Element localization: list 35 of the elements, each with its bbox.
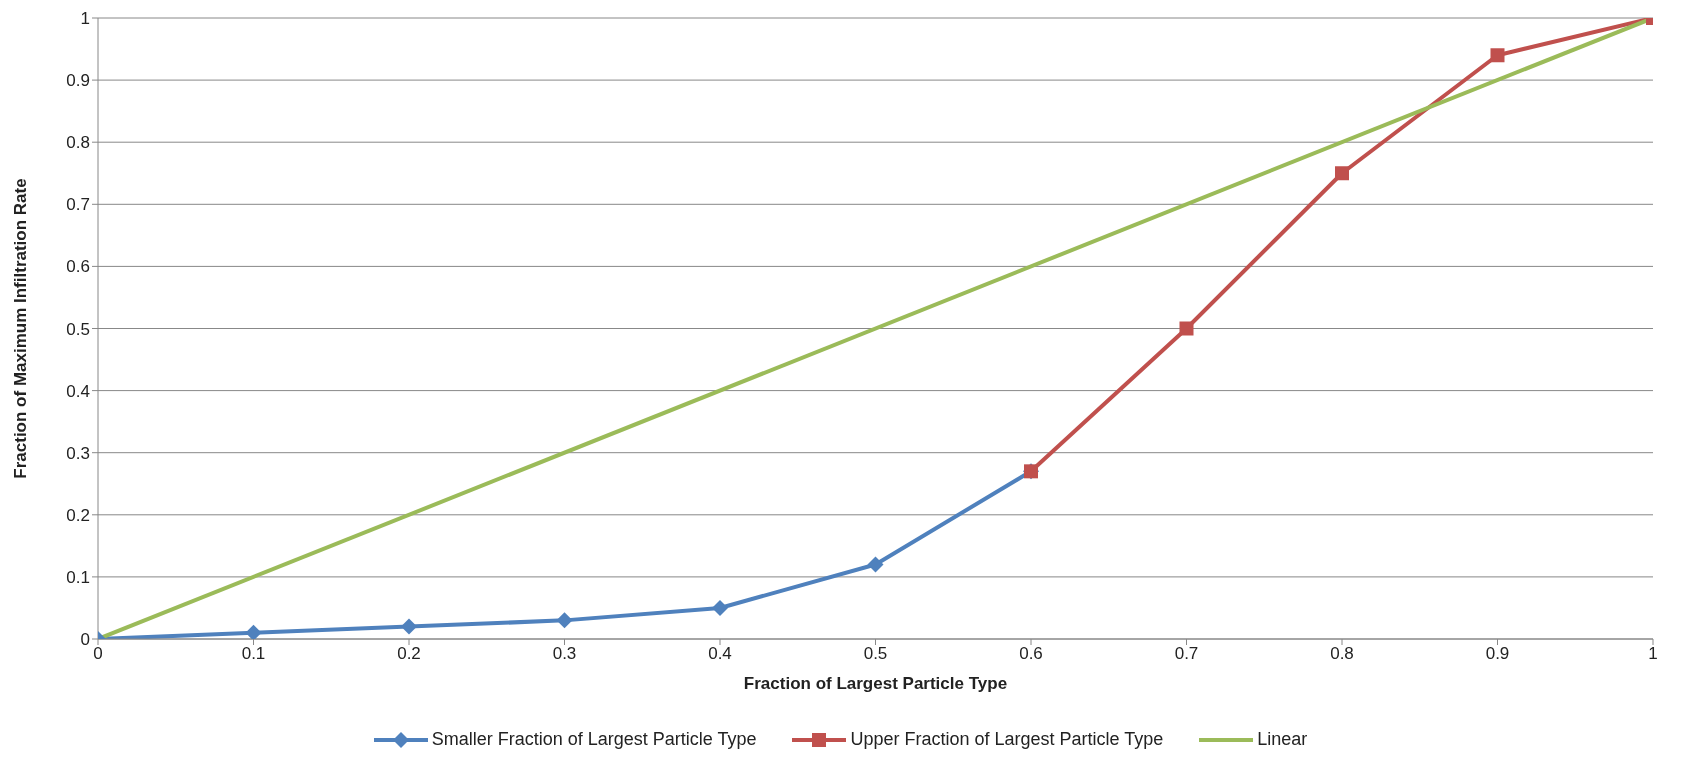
y-tick-label: 0 bbox=[80, 630, 90, 650]
point bbox=[712, 599, 728, 616]
x-tick-label: 0.3 bbox=[552, 644, 577, 664]
x-tick-label: 0.4 bbox=[708, 644, 732, 664]
x-tick-label: 0.1 bbox=[241, 644, 266, 664]
y-tick-label: 0.3 bbox=[66, 443, 90, 463]
y-tick-label: 0.8 bbox=[66, 133, 90, 153]
x-tick-label: 0.7 bbox=[1174, 644, 1199, 664]
y-tick-label: 0.7 bbox=[66, 195, 90, 215]
legend-label: Upper Fraction of Largest Particle Type bbox=[850, 729, 1164, 750]
point bbox=[245, 624, 262, 639]
point bbox=[1335, 166, 1349, 181]
x-tick-label: 0.8 bbox=[1330, 644, 1354, 664]
x-tick-label: 1 bbox=[1648, 644, 1658, 664]
point bbox=[556, 612, 573, 629]
y-tick-label: 0.9 bbox=[66, 71, 90, 91]
point bbox=[401, 618, 417, 635]
y-tick-label: 0.4 bbox=[66, 381, 90, 401]
x-tick-label: 0.5 bbox=[863, 644, 888, 664]
legend-label: Smaller Fraction of Largest Particle Type bbox=[431, 729, 757, 750]
x-tick-label: 0.9 bbox=[1485, 644, 1510, 664]
point bbox=[1179, 321, 1194, 336]
x-axis-title: Fraction of Largest Particle Type bbox=[743, 674, 1008, 693]
y-tick-label: 0.6 bbox=[66, 257, 90, 277]
x-tick-label: 0.2 bbox=[397, 644, 421, 664]
point bbox=[867, 556, 884, 573]
y-tick-label: 0.1 bbox=[66, 567, 90, 587]
y-axis-title: Fraction of Maximum Infiltration Rate bbox=[11, 178, 31, 479]
legend-label: Linear bbox=[1257, 729, 1308, 750]
y-tick-label: 0.5 bbox=[66, 319, 90, 339]
y-tick-label: 1 bbox=[80, 9, 90, 29]
y-tick-label: 0.2 bbox=[66, 505, 90, 525]
x-tick-label: 0.6 bbox=[1019, 644, 1043, 664]
point bbox=[1490, 48, 1505, 63]
x-tick-label: 0 bbox=[93, 644, 103, 664]
